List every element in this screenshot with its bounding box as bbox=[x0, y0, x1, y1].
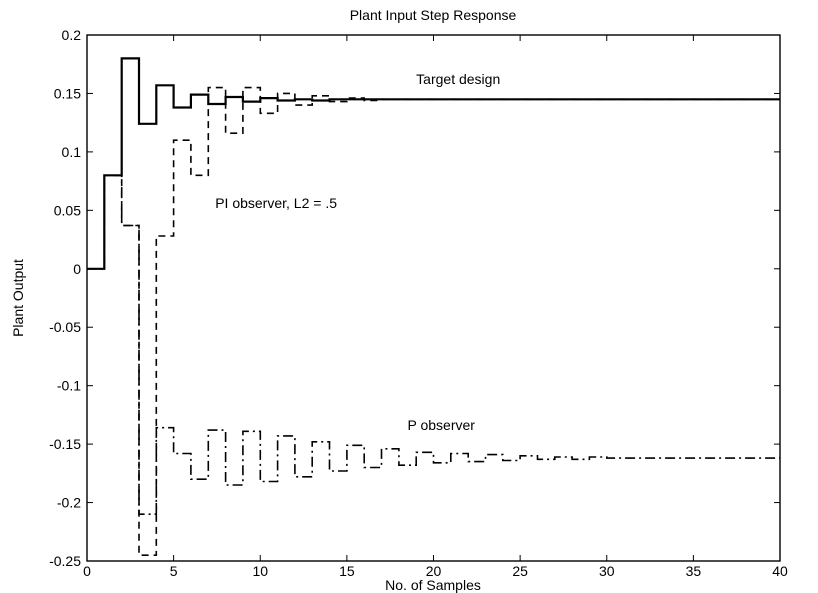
series-layer bbox=[87, 57, 780, 556]
axis-ticks: 0 5 10 15 20 25 30 35 40 -0.25 -0.2 -0.15 -0.1 -0.05 0… bbox=[49, 27, 788, 579]
x-tick-label: 40 bbox=[772, 563, 788, 579]
x-tick-label: 20 bbox=[426, 563, 442, 579]
y-tick-label: -0.15 bbox=[49, 436, 81, 452]
pi-observer-line bbox=[87, 86, 780, 556]
y-tick-label: 0 bbox=[73, 261, 81, 277]
x-tick-label: 5 bbox=[170, 563, 178, 579]
annotations: Target design PI observer, L2 = .5 P obser… bbox=[215, 71, 500, 433]
x-axis-label: No. of Samples bbox=[385, 577, 481, 593]
y-tick-label: 0.05 bbox=[54, 202, 81, 218]
y-tick-label: 0.2 bbox=[62, 27, 82, 43]
x-tick-label: 0 bbox=[83, 563, 91, 579]
annotation-label: PI observer, L2 = .5 bbox=[215, 195, 337, 211]
y-axis-label: Plant Output bbox=[10, 259, 26, 337]
x-tick-label: 35 bbox=[686, 563, 702, 579]
y-tick-label: 0.15 bbox=[54, 85, 81, 101]
x-tick-label: 10 bbox=[252, 563, 268, 579]
chart-title: Plant Input Step Response bbox=[350, 7, 517, 23]
annotation-label: P observer bbox=[408, 417, 476, 433]
x-tick-label: 30 bbox=[599, 563, 615, 579]
target-design-line bbox=[87, 57, 780, 270]
p-observer-line bbox=[87, 174, 780, 515]
y-tick-label: 0.1 bbox=[62, 144, 82, 160]
y-tick-label: -0.1 bbox=[57, 378, 81, 394]
y-tick-label: -0.2 bbox=[57, 495, 81, 511]
annotation-label: Target design bbox=[416, 71, 500, 87]
x-tick-label: 15 bbox=[339, 563, 355, 579]
y-tick-label: -0.05 bbox=[49, 319, 81, 335]
y-tick-label: -0.25 bbox=[49, 553, 81, 569]
x-tick-label: 25 bbox=[512, 563, 528, 579]
plot-frame bbox=[86, 34, 781, 562]
